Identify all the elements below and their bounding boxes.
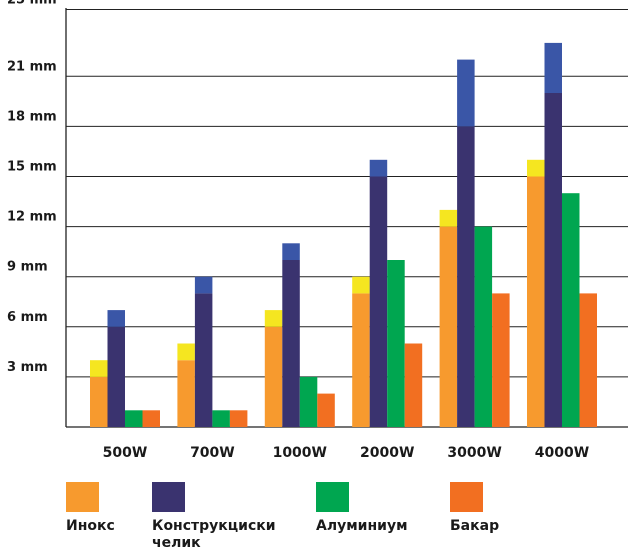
bar-3-3 bbox=[404, 343, 423, 427]
bar-2-2 bbox=[299, 376, 318, 427]
bar-3-0 bbox=[142, 410, 160, 427]
y-tick-label-4: 15 mm bbox=[7, 160, 57, 175]
bar-top-1-4 bbox=[457, 59, 475, 127]
bar-top-0-0 bbox=[90, 360, 108, 377]
legend-label-inox: Инокс bbox=[66, 518, 115, 534]
bar-0-0 bbox=[90, 376, 108, 427]
y-tick-label-1: 6 mm bbox=[7, 310, 48, 325]
legend-label-aluminium: Алуминиум bbox=[316, 518, 408, 534]
bar-0-1 bbox=[177, 360, 195, 427]
bar-1-1 bbox=[194, 293, 213, 427]
x-tick-label-0: 500W bbox=[103, 445, 148, 461]
legend-swatch-copper bbox=[450, 482, 483, 512]
bar-top-1-5 bbox=[544, 42, 562, 93]
bar-3-5 bbox=[579, 293, 597, 427]
legend-item-copper: Бакар bbox=[450, 482, 499, 535]
bar-top-0-5 bbox=[527, 159, 545, 177]
bar-top-1-3 bbox=[369, 159, 388, 177]
y-tick-label-3: 12 mm bbox=[7, 210, 57, 225]
bar-1-5 bbox=[544, 93, 562, 427]
bar-top-1-1 bbox=[194, 276, 213, 294]
bar-1-4 bbox=[457, 126, 475, 428]
x-tick-label-3: 2000W bbox=[360, 445, 414, 461]
bar-3-4 bbox=[492, 293, 510, 427]
chart-svg: 3 mm 6 mm 9 mm 12 mm 15 mm 18 mm 21 mm 25 mm 500… bbox=[7, 0, 628, 461]
x-tick-label-2: 1000W bbox=[273, 445, 327, 461]
legend-swatch-structural-steel bbox=[152, 482, 185, 512]
bar-2-5 bbox=[562, 193, 580, 427]
x-tick-label-5: 4000W bbox=[535, 445, 589, 461]
bar-1-3 bbox=[369, 176, 388, 427]
bar-top-0-1 bbox=[177, 343, 195, 361]
y-tick-label-6: 21 mm bbox=[7, 59, 57, 74]
legend-label-structural-steel: Конструкциски челик bbox=[152, 518, 276, 551]
bar-top-0-4 bbox=[439, 209, 458, 227]
legend-swatch-inox bbox=[66, 482, 99, 512]
y-tick-label-5: 18 mm bbox=[7, 109, 57, 124]
legend-item-aluminium: Алуминиум bbox=[316, 482, 408, 535]
bar-2-0 bbox=[125, 410, 143, 427]
bar-2-1 bbox=[212, 410, 230, 427]
bar-3-1 bbox=[229, 410, 248, 427]
legend-swatch-aluminium bbox=[316, 482, 349, 512]
bar-0-3 bbox=[352, 293, 370, 427]
y-tick-label-2: 9 mm bbox=[7, 260, 48, 275]
bar-top-0-3 bbox=[352, 276, 370, 294]
bar-top-1-0 bbox=[107, 310, 125, 327]
x-tick-label-1: 700W bbox=[190, 445, 235, 461]
bar-3-2 bbox=[317, 393, 335, 427]
bar-1-0 bbox=[107, 326, 125, 427]
bar-0-5 bbox=[527, 176, 545, 427]
x-tick-label-4: 3000W bbox=[447, 445, 501, 461]
bar-top-1-2 bbox=[282, 243, 300, 260]
bar-0-2 bbox=[264, 326, 283, 427]
legend-item-structural-steel: Конструкциски челик bbox=[152, 482, 302, 552]
y-tick-label-0: 3 mm bbox=[7, 360, 48, 375]
bar-2-3 bbox=[387, 260, 405, 427]
legend: Инокс Конструкциски челик Алуминиум Бака… bbox=[0, 482, 631, 556]
legend-item-inox: Инокс bbox=[66, 482, 115, 535]
bar-1-2 bbox=[282, 260, 300, 427]
legend-label-copper: Бакар bbox=[450, 518, 500, 534]
bar-2-4 bbox=[474, 226, 493, 427]
bar-0-4 bbox=[439, 226, 458, 427]
y-tick-label-7: 25 mm bbox=[7, 0, 57, 8]
bar-top-0-2 bbox=[264, 310, 283, 327]
